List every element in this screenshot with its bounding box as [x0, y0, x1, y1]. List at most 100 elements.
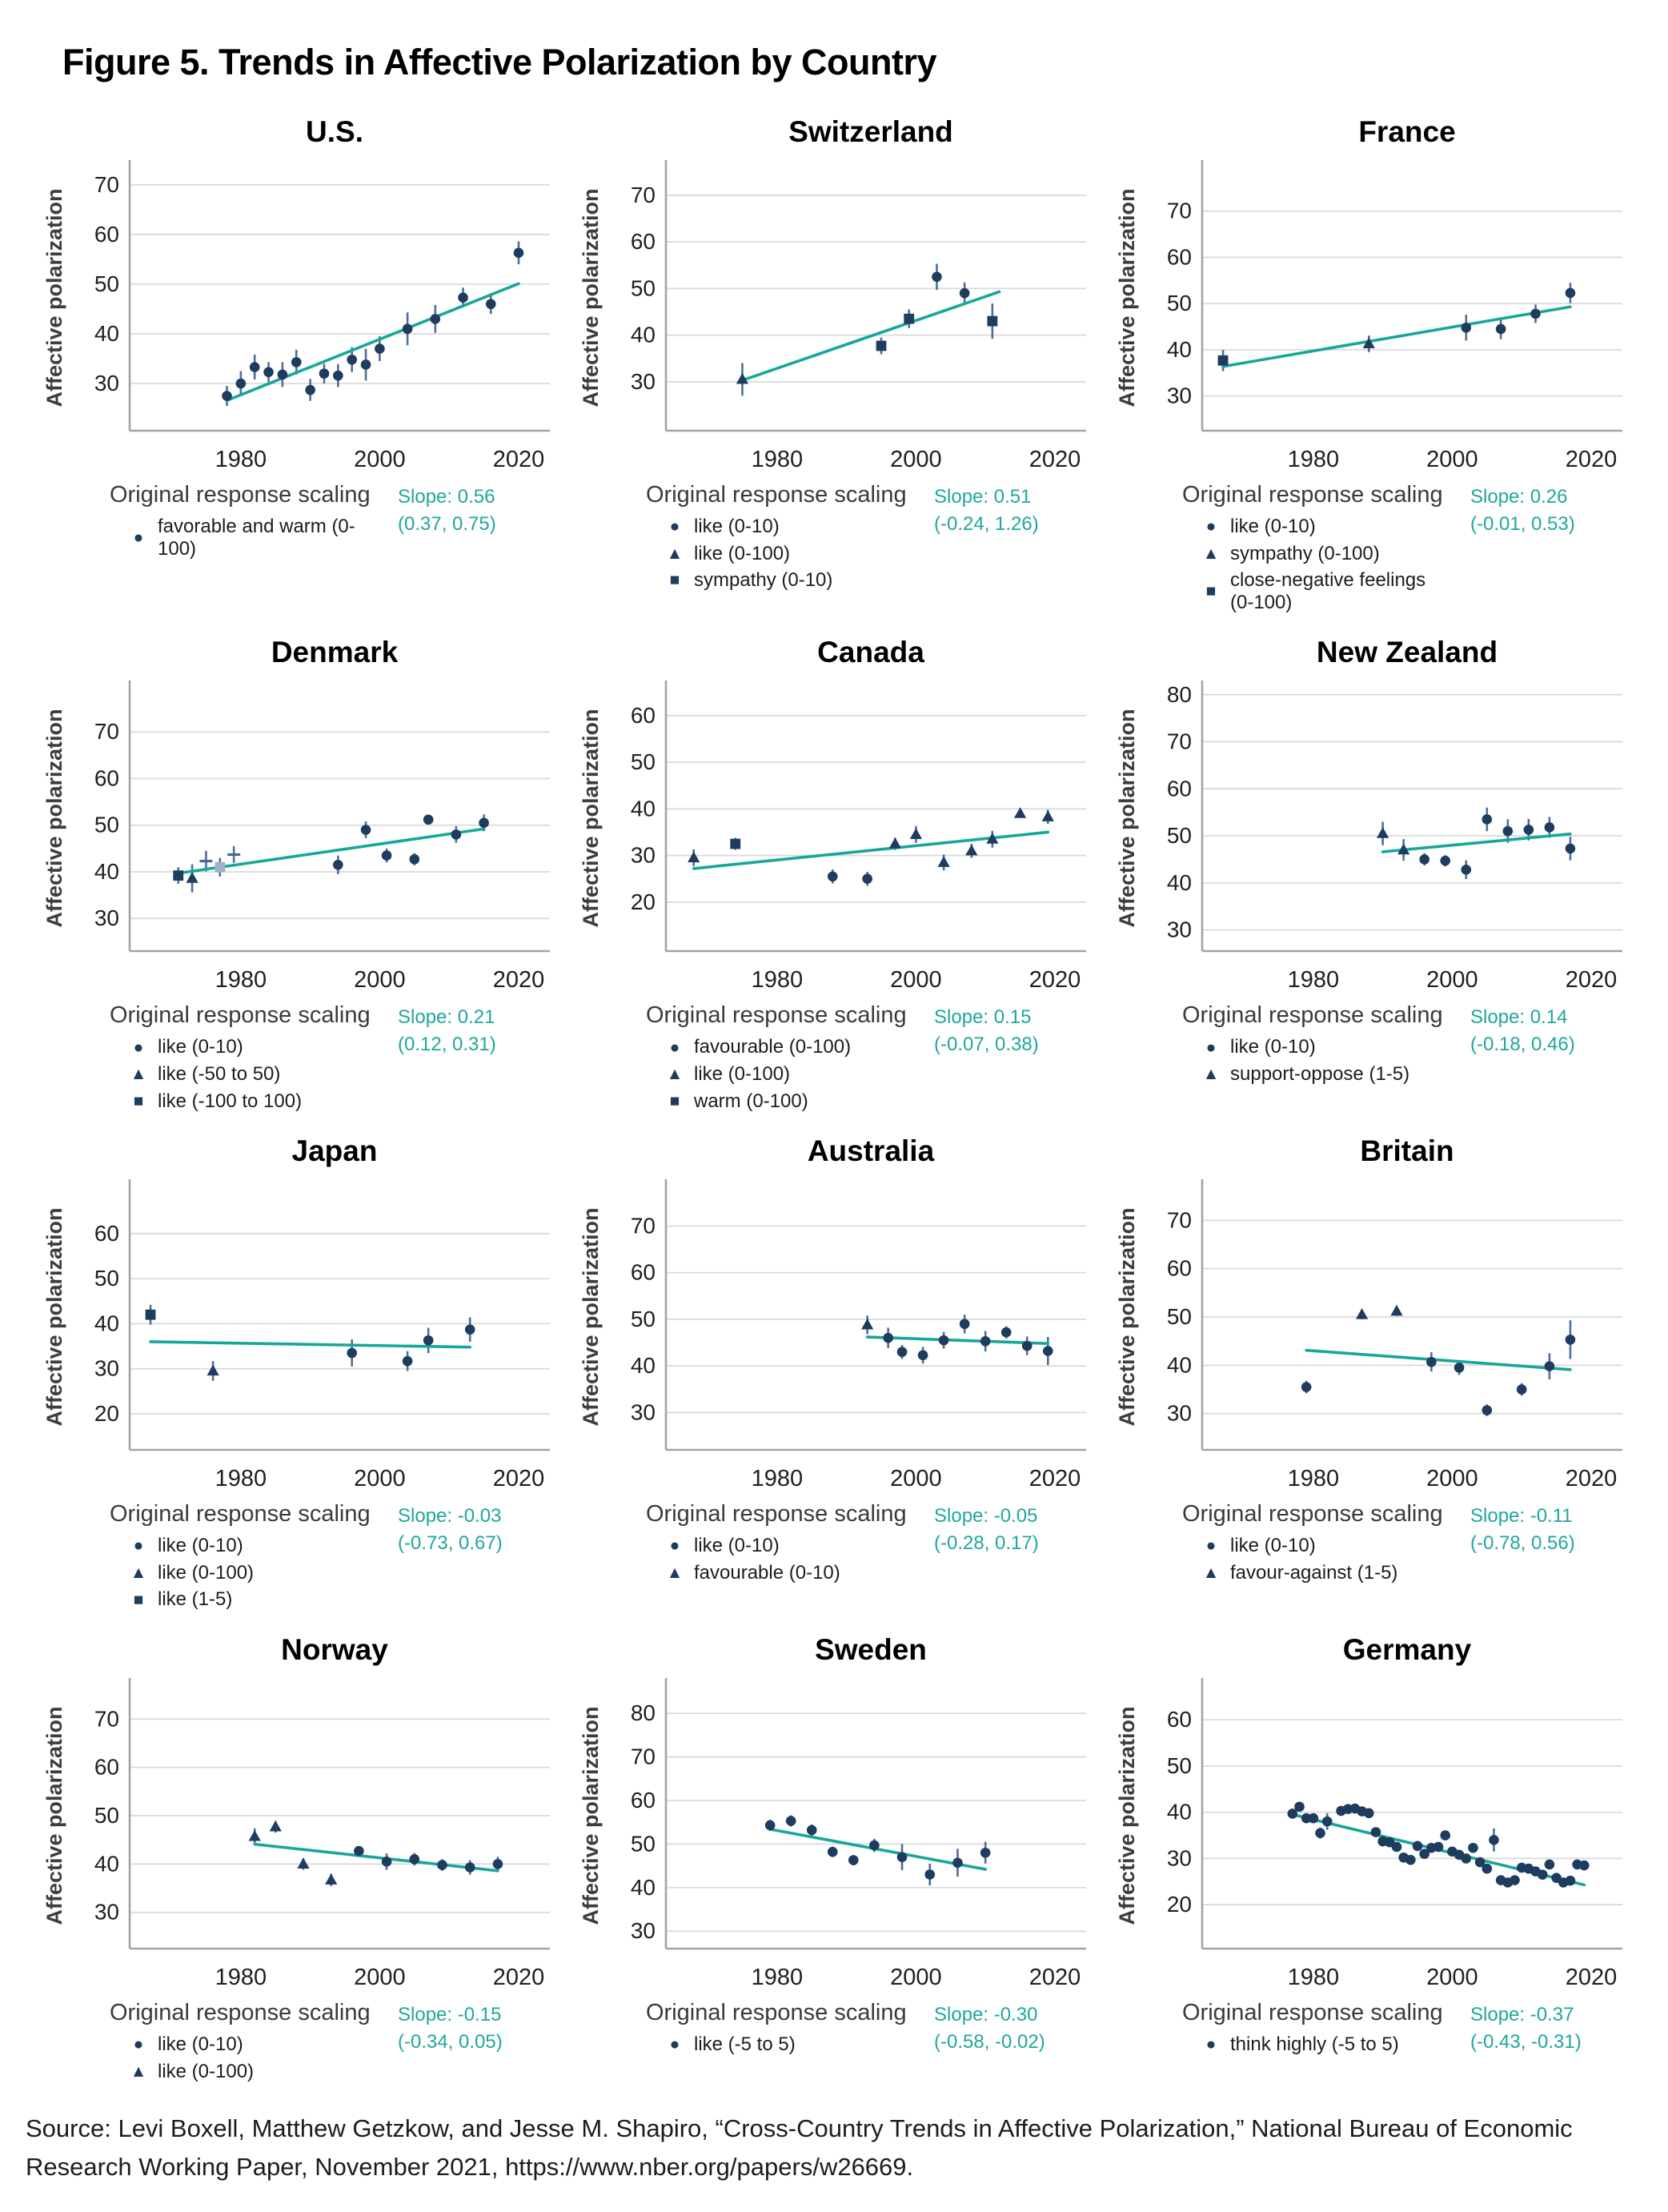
svg-text:40: 40	[1167, 870, 1192, 895]
svg-text:1980: 1980	[1288, 967, 1340, 993]
legend-items-germany: ● think highly (-5 to 5)	[1201, 2033, 1453, 2056]
y-axis-label: Affective polarization	[579, 1208, 603, 1427]
y-axis-label: Affective polarization	[42, 709, 66, 928]
slope-ci: (-0.01, 0.53)	[1470, 513, 1575, 536]
triangle-marker-icon: ▲	[666, 544, 684, 563]
gridlines	[666, 1712, 1086, 1933]
svg-text:70: 70	[1167, 729, 1192, 754]
gridlines	[666, 195, 1086, 383]
data-points	[1287, 1801, 1590, 1888]
svg-text:60: 60	[631, 229, 656, 254]
svg-text:40: 40	[631, 1353, 656, 1378]
svg-text:20: 20	[1167, 1892, 1192, 1917]
legend-label: favourable (0-10)	[694, 1561, 840, 1584]
slope-ci: (-0.24, 1.26)	[934, 513, 1039, 536]
svg-text:40: 40	[94, 321, 119, 346]
svg-text:70: 70	[1167, 199, 1192, 223]
legend-items-denmark: ● like (0-10) ▲ like (-50 to 50) ■ like (-100…	[129, 1036, 380, 1112]
legend-label: like (0-100)	[694, 542, 791, 564]
svg-text:80: 80	[631, 1700, 656, 1725]
svg-text:2020: 2020	[493, 447, 545, 472]
legend-title-sweden: Original response scaling	[646, 1999, 907, 2025]
slope-stat-germany: Slope: -0.37 (-0.43, -0.31)	[1470, 2000, 1582, 2056]
svg-text:60: 60	[94, 1755, 119, 1780]
panel-title-sweden: Sweden	[815, 1632, 927, 1666]
svg-text:1980: 1980	[1288, 447, 1340, 472]
legend-item: ▲ favour-against (1-5)	[1201, 1562, 1453, 1584]
legend-items-switzerland: ● like (0-10) ▲ like (0-100) ■ sympathy (0-10…	[665, 516, 916, 592]
legend-item: ● like (-5 to 5)	[665, 2033, 916, 2056]
legend-item: ▲ sympathy (0-100)	[1201, 543, 1453, 565]
legend-title-canada: Original response scaling	[646, 1002, 907, 1029]
slope-value: Slope: 0.51	[934, 486, 1032, 508]
panel-footer-germany: Original response scaling ● think highly (…	[1182, 2000, 1626, 2056]
svg-text:1980: 1980	[752, 1466, 804, 1491]
svg-text:40: 40	[1167, 337, 1192, 362]
panel-switzerland: Switzerland 30 40 50 60 70 1980 2000 2020 Affecti…	[574, 104, 1090, 613]
tick-labels: 30 40 50 60 70 1980 2000 2020	[94, 172, 544, 472]
tick-labels: 30 40 50 60 70 1980 2000 2020	[631, 183, 1081, 472]
svg-text:2000: 2000	[354, 967, 406, 993]
circle-marker-icon: ●	[133, 528, 144, 548]
chart-norway: 30 40 50 60 70 1980 2000 2020 Affective polariza…	[42, 1677, 550, 1990]
chart-japan: 20 30 40 50 60 1980 2000 2020 Affective polariza…	[42, 1179, 550, 1491]
legend-title-germany: Original response scaling	[1182, 1999, 1443, 2025]
svg-text:60: 60	[94, 222, 119, 247]
trend-line	[740, 290, 1001, 382]
slope-ci: (0.37, 0.75)	[398, 513, 496, 536]
trend-line	[1381, 833, 1572, 854]
svg-text:60: 60	[1167, 1256, 1192, 1281]
y-axis-label: Affective polarization	[1115, 1208, 1139, 1427]
error-bars	[253, 1821, 499, 1887]
y-axis-label: Affective polarization	[579, 188, 603, 407]
y-axis-label: Affective polarization	[1115, 188, 1139, 407]
svg-text:50: 50	[631, 749, 656, 774]
gridlines	[1202, 1219, 1622, 1415]
svg-text:30: 30	[94, 371, 119, 395]
circle-marker-icon: ●	[669, 517, 680, 536]
tick-labels: 30 40 50 60 70 1980 2000 2020	[94, 720, 544, 994]
tick-labels: 30 40 50 60 70 80 1980 2000 2020	[1167, 682, 1617, 993]
y-axis-label: Affective polarization	[579, 709, 603, 928]
svg-text:40: 40	[94, 859, 119, 884]
svg-text:30: 30	[631, 843, 656, 868]
panel-france: France 30 40 50 60 70 1980 2000 2020 Affective po…	[1110, 104, 1626, 613]
slope-stat-japan: Slope: -0.03 (-0.73, 0.67)	[398, 1501, 503, 1557]
panel-denmark: Denmark 30 40 50 60 70 1980 2000 2020 Affective p…	[38, 624, 554, 1112]
slope-ci: (-0.43, -0.31)	[1470, 2031, 1582, 2053]
triangle-marker-icon: ▲	[1202, 1065, 1220, 1084]
svg-text:50: 50	[94, 1266, 119, 1291]
legend-label: like (0-100)	[158, 2060, 255, 2082]
square-marker-icon: ■	[133, 1091, 144, 1110]
tick-labels: 30 40 50 60 70 1980 2000 2020	[94, 1706, 544, 1990]
slope-ci: (-0.73, 0.67)	[398, 1532, 503, 1555]
legend-title-denmark: Original response scaling	[110, 1002, 371, 1029]
legend-label: favourable (0-100)	[694, 1036, 852, 1058]
legend-label: like (0-10)	[1230, 1535, 1316, 1557]
legend-item: ● think highly (-5 to 5)	[1201, 2033, 1453, 2056]
panel-title-canada: Canada	[817, 636, 924, 669]
axes	[1201, 1179, 1622, 1451]
legend-item: ■ close-negative feelings (0-100)	[1201, 569, 1453, 613]
chart-britain: 30 40 50 60 70 1980 2000 2020 Affective polariza…	[1115, 1179, 1622, 1491]
circle-marker-icon: ●	[669, 1038, 680, 1057]
svg-text:1980: 1980	[1288, 1466, 1340, 1491]
svg-text:2000: 2000	[890, 967, 942, 993]
slope-ci: (0.12, 0.31)	[398, 1034, 496, 1056]
svg-text:30: 30	[94, 906, 119, 931]
svg-text:70: 70	[94, 720, 119, 745]
svg-text:50: 50	[94, 813, 119, 837]
circle-marker-icon: ●	[133, 1536, 144, 1556]
svg-text:40: 40	[94, 1311, 119, 1336]
circle-marker-icon: ●	[133, 1038, 144, 1057]
axes	[664, 680, 1086, 953]
trend-line	[149, 1340, 472, 1349]
slope-value: Slope: -0.05	[934, 1505, 1038, 1528]
gridlines	[1202, 210, 1622, 397]
svg-text:50: 50	[631, 1307, 656, 1331]
y-axis-label: Affective polarization	[1115, 709, 1139, 928]
svg-text:30: 30	[631, 369, 656, 394]
panel-japan: Japan 20 30 40 50 60 1980 2000 2020 Affective pol…	[38, 1123, 554, 1611]
legend-title-u-s: Original response scaling	[110, 482, 371, 508]
slope-value: Slope: 0.21	[398, 1006, 495, 1029]
